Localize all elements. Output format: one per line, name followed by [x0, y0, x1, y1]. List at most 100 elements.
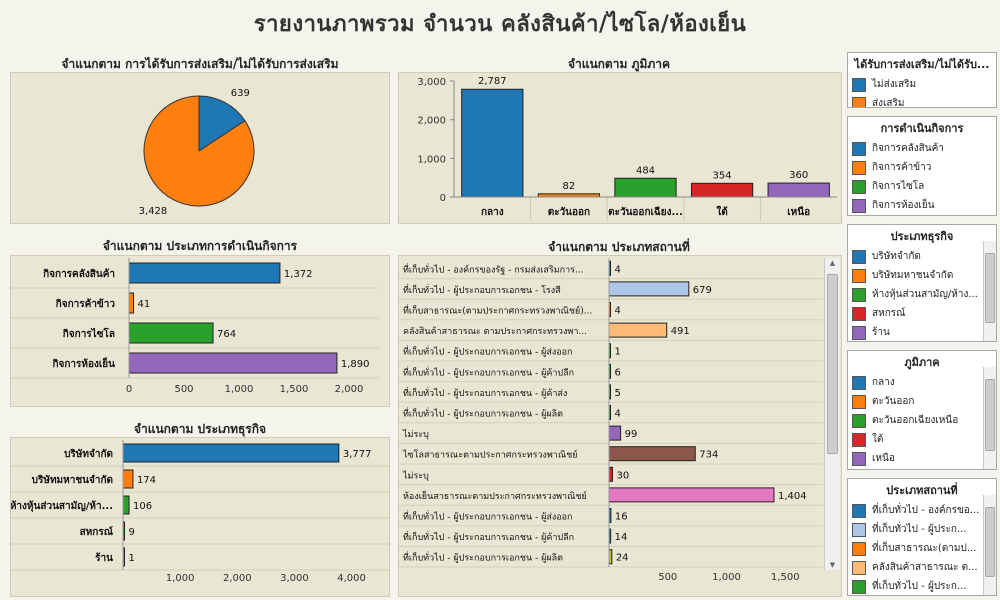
op-svg-bar-0	[128, 262, 281, 284]
region-value-0: 2,787	[478, 76, 507, 87]
biz-svg-value-1: 174	[137, 475, 156, 486]
op-svg-value-1: 41	[138, 299, 151, 310]
region-value-4: 360	[789, 170, 808, 181]
legend-item[interactable]: บริษัทจำกัด	[848, 247, 996, 266]
prem-svg-category-14: ที่เก็บทั่วไป - ผู้ประกอบการเอกชน - ผู้ผ…	[403, 551, 563, 564]
legend-swatch	[852, 560, 866, 575]
legend-item[interactable]: กิจการไซโล	[848, 177, 996, 196]
prem-svg-category-12: ที่เก็บทั่วไป - ผู้ประกอบการเอกชน - ผู้ส…	[403, 510, 573, 523]
legend-label: คลังสินค้าสาธารณะ ต...	[872, 562, 978, 573]
op-svg-bar-1	[128, 292, 135, 314]
legend-item[interactable]: กิจการค้าข้าว	[848, 158, 996, 177]
legend-swatch	[852, 375, 866, 390]
biz-svg-value-0: 3,777	[343, 449, 372, 460]
prem-svg-value-8: 99	[625, 429, 638, 440]
chart-title-region: จำแนกตาม ภูมิภาค	[567, 57, 671, 71]
legend-item[interactable]: กิจการห้องเย็น	[848, 196, 996, 215]
legend-item[interactable]: ที่เก็บทั่วไป - ผู้ประก...	[848, 520, 996, 539]
legend-title: ภูมิภาค	[904, 356, 940, 369]
biz-svg-value-3: 9	[129, 527, 135, 538]
legend-title: การดำเนินกิจการ	[880, 122, 964, 135]
biz-svg-category-1: บริษัทมหาชนจำกัด	[32, 474, 113, 486]
legend-label: ที่เก็บทั่วไป - องค์กรขอ...	[872, 505, 980, 516]
legend-item[interactable]: ที่เก็บสาธารณะ(ตามป...	[848, 539, 996, 558]
prem-svg-value-2: 4	[615, 306, 621, 317]
legend-swatch	[852, 96, 866, 107]
op-svg-xtick-0: 0	[126, 384, 132, 395]
op-svg-xtick-4: 2,000	[335, 384, 364, 395]
legend-item[interactable]: ตะวันออก	[848, 392, 996, 411]
region-bar-4	[767, 182, 830, 198]
legend-box-3: ภูมิภาคกลาง ตะวันออก ตะวันออกเฉียงเหนือ ใต้…	[847, 350, 997, 470]
region-category-3: ใต้	[716, 205, 727, 218]
legend-scrollbar[interactable]	[983, 241, 996, 341]
legend-item[interactable]: ไม่ส่งเสริม	[848, 75, 996, 94]
pie-label-0: 639	[231, 88, 250, 99]
legend-item[interactable]: คลังสินค้าสาธารณะ ต...	[848, 558, 996, 577]
legend-label: บริษัทจำกัด	[872, 251, 921, 262]
prem-svg-value-4: 1	[615, 347, 621, 358]
op-svg-category-1: กิจการค้าข้าว	[56, 298, 116, 310]
legend-swatch	[852, 522, 866, 537]
prem-svg-category-8: ไม่ระบุ	[402, 429, 429, 440]
prem-svg-value-12: 16	[615, 512, 628, 523]
legend-swatch	[852, 413, 866, 428]
prem-svg-category-3: คลังสินค้าสาธารณะ ตามประกาศกระทรวงพา...	[403, 326, 587, 337]
scroll-down-icon[interactable]: ▼	[829, 561, 836, 569]
prem-svg-value-14: 24	[616, 553, 629, 564]
legend-item[interactable]: ส่งเสริม	[848, 94, 996, 107]
biz-svg-bar-1	[122, 469, 134, 489]
prem-svg-bar-3	[608, 322, 668, 338]
legend-swatch	[852, 541, 866, 556]
region-bar-0	[461, 88, 524, 198]
scroll-thumb[interactable]	[827, 274, 838, 454]
bar-chart-region: 0 1,000 2,000 3,000 2,787 กลาง 82 ตะวันออก 484 ตะ…	[417, 76, 837, 221]
scroll-thumb[interactable]	[985, 253, 995, 323]
scroll-thumb[interactable]	[985, 507, 995, 577]
legend-box-2: ประเภทธุรกิจ บริษัทจำกัด บริษัทมหาชนจำกัดห…	[847, 224, 997, 342]
panel-business: บริษัทจำกัด 3,777 บริษัทมหาชนจำกัด 174 ห้างห…	[10, 437, 393, 597]
legend-box-4: ประเภทสถานที่ ที่เก็บทั่วไป - องค์กรขอ...…	[847, 478, 997, 596]
legend-item[interactable]: เหนือ	[848, 449, 996, 468]
legend-item[interactable]: กิจการคลังสินค้า	[848, 139, 996, 158]
chart-title-premise: จำแนกตาม ประเภทสถานที่	[548, 240, 690, 254]
legend-scrollbar[interactable]	[983, 367, 996, 469]
scroll-up-icon[interactable]: ▲	[829, 259, 836, 267]
prem-svg-category-4: ที่เก็บทั่วไป - ผู้ประกอบการเอกชน - ผู้ส…	[403, 345, 573, 358]
legend-item[interactable]: ห้างหุ้นส่วนสามัญ/ห้าง...	[848, 285, 996, 304]
scroll-thumb[interactable]	[985, 379, 995, 451]
legend-swatch	[852, 579, 866, 594]
region-category-2: ตะวันออกเฉียง...	[608, 206, 683, 218]
prem-svg-category-6: ที่เก็บทั่วไป - ผู้ประกอบการเอกชน - ผู้ค…	[403, 386, 567, 399]
panel-promotion: 639 3,428	[10, 72, 390, 224]
prem-svg-category-10: ไม่ระบุ	[402, 470, 429, 481]
legend-item[interactable]: ร้าน	[848, 323, 996, 341]
op-svg-category-3: กิจการห้องเย็น	[52, 356, 115, 370]
legend-label: กิจการค้าข้าว	[872, 162, 932, 173]
legend-item[interactable]: สหกรณ์	[848, 304, 996, 323]
legend-item[interactable]: กลาง	[848, 373, 996, 392]
legend-label: ที่เก็บทั่วไป - ผู้ประก...	[872, 581, 967, 592]
legend-swatch	[852, 249, 866, 264]
legend-item[interactable]: ที่เก็บทั่วไป - ผู้ประก...	[848, 577, 996, 595]
op-svg-bar-3	[128, 352, 338, 374]
region-value-3: 354	[713, 170, 732, 181]
region-ytick-3: 3,000	[417, 77, 446, 88]
prem-svg-bar-10	[608, 466, 614, 482]
prem-svg-value-10: 30	[617, 470, 630, 481]
legend-item[interactable]: ใต้	[848, 430, 996, 449]
legend-item[interactable]: บริษัทมหาชนจำกัด	[848, 266, 996, 285]
legend-swatch	[852, 198, 866, 213]
bar-chart-premise: ที่เก็บทั่วไป - องค์กรของรัฐ - กรมส่งเสร…	[399, 258, 827, 583]
legend-item[interactable]: ที่เก็บทั่วไป - องค์กรขอ...	[848, 501, 996, 520]
prem-svg-value-6: 5	[615, 388, 621, 399]
legend-label: ร้าน	[872, 327, 890, 338]
biz-svg-xtick-0: 1,000	[166, 573, 195, 584]
op-svg-xtick-3: 1,500	[280, 384, 309, 395]
legend-scrollbar[interactable]	[983, 495, 996, 595]
legend-item[interactable]: ตะวันออกเฉียงเหนือ	[848, 411, 996, 430]
page-title: รายงานภาพรวม จำนวน คลังสินค้า/ไซโล/ห้องเ…	[253, 12, 747, 37]
legend-label: ที่เก็บสาธารณะ(ตามป...	[872, 543, 977, 554]
premise-scrollbar[interactable]: ▲ ▼	[824, 258, 840, 570]
prem-svg-category-13: ที่เก็บทั่วไป - ผู้ประกอบการเอกชน - ผู้ค…	[403, 530, 574, 543]
